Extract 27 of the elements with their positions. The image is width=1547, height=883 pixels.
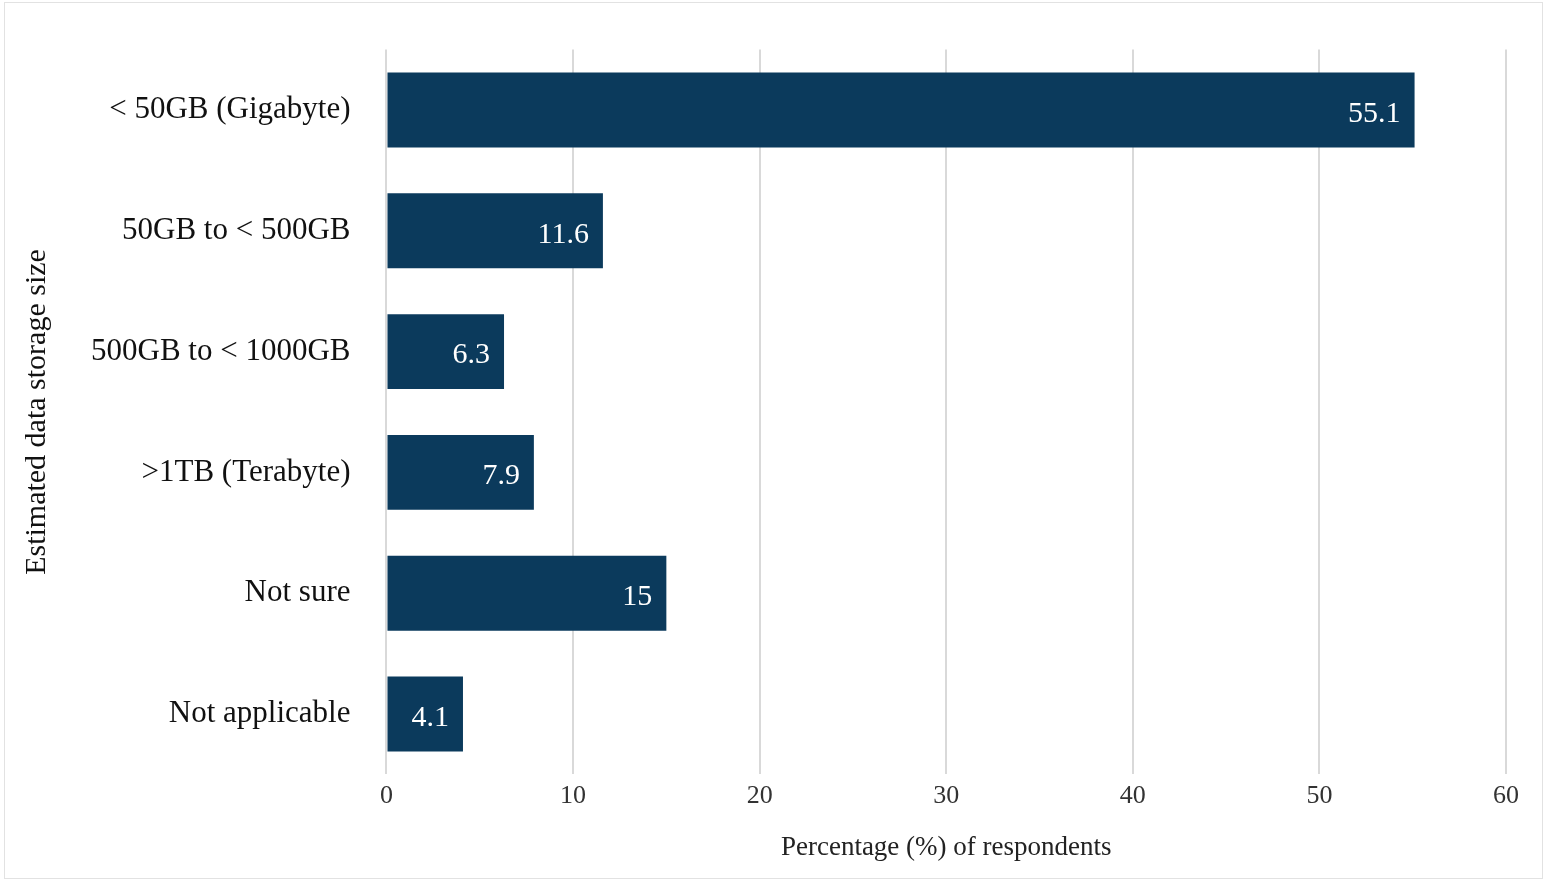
- data-label: 55.1: [1348, 94, 1401, 128]
- x-tick-label: 30: [933, 779, 960, 809]
- data-label: 11.6: [537, 215, 589, 249]
- bar: [387, 314, 505, 390]
- bar: [387, 676, 463, 752]
- x-tick-label: 20: [746, 779, 773, 809]
- x-tick-label: 50: [1306, 779, 1333, 809]
- y-tick-label: < 50GB (Gigabyte): [109, 90, 351, 126]
- data-label: 6.3: [452, 336, 491, 370]
- x-tick-label: 10: [560, 779, 587, 809]
- bar: [387, 434, 534, 510]
- data-label: 7.9: [482, 457, 520, 491]
- x-tick-label: 40: [1119, 779, 1146, 809]
- data-label: 4.1: [411, 698, 449, 732]
- y-tick-label: Not applicable: [168, 694, 351, 730]
- y-tick-label: 500GB to < 1000GB: [90, 331, 351, 367]
- y-axis-title: Estimated data storage size: [17, 249, 51, 575]
- x-tick-label: 0: [379, 779, 393, 809]
- bar: [387, 72, 1415, 148]
- data-label: 15: [622, 578, 653, 612]
- y-tick-label: >1TB (Terabyte): [141, 452, 351, 488]
- y-tick-label: Not sure: [244, 573, 351, 609]
- x-tick-label: 60: [1493, 779, 1519, 809]
- y-tick-label: 50GB to < 500GB: [121, 210, 351, 246]
- bar: [387, 555, 667, 631]
- x-axis-title: Percentage (%) of respondents: [780, 830, 1112, 861]
- bar: [387, 193, 603, 269]
